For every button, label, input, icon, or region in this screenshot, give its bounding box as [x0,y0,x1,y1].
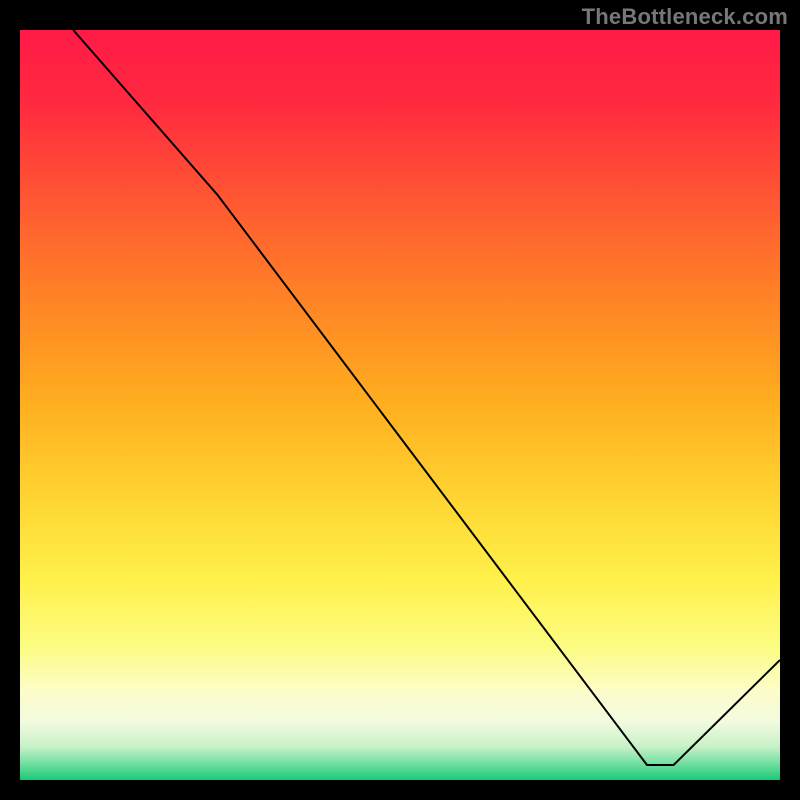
gradient-line-chart [20,30,780,780]
chart-background [20,30,780,780]
watermark-text: TheBottleneck.com [582,4,788,30]
chart-area [20,30,780,780]
